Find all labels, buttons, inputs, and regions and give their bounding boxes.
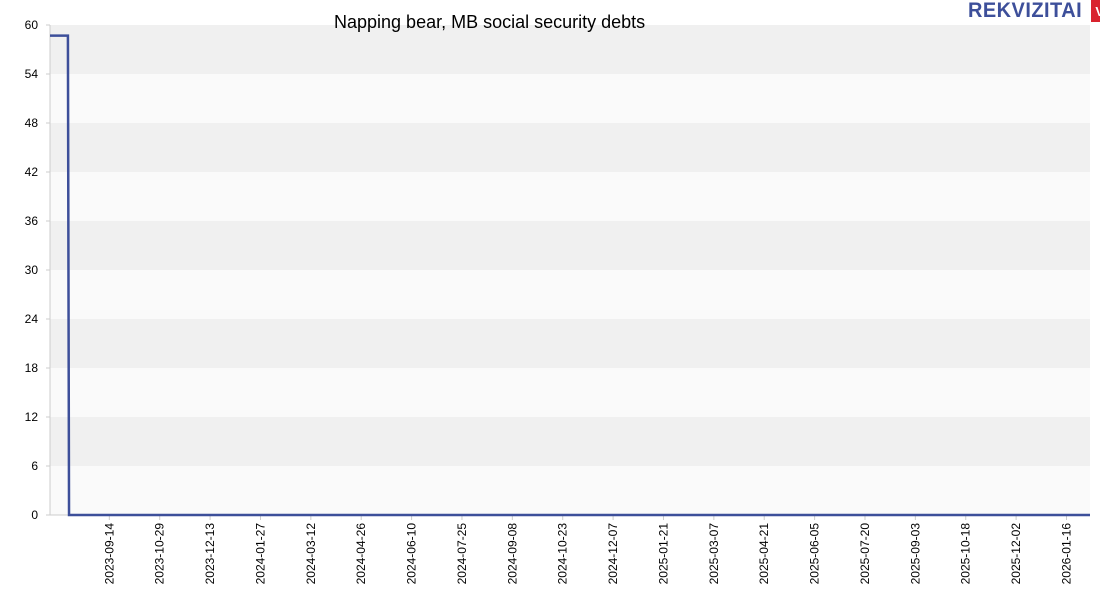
grid-band	[50, 123, 1090, 172]
x-tick-label: 2024-01-27	[253, 523, 267, 585]
y-tick-label: 12	[25, 410, 39, 424]
series-line	[50, 34, 1090, 517]
y-tick-label: 24	[25, 312, 39, 326]
x-tick-label: 2025-01-21	[656, 523, 670, 585]
x-tick-label: 2023-09-14	[102, 523, 116, 585]
x-tick-label: 2025-12-02	[1009, 523, 1023, 585]
x-tick-label: 2024-12-07	[606, 523, 620, 585]
y-tick-label: 36	[25, 214, 39, 228]
y-tick-label: 60	[25, 18, 39, 32]
x-tick-label: 2026-01-16	[1059, 523, 1073, 585]
grid-band	[50, 417, 1090, 466]
grid-band	[50, 221, 1090, 270]
x-tick-label: 2025-09-03	[908, 523, 922, 585]
x-tick-label: 2024-04-26	[354, 523, 368, 585]
grid-band	[50, 25, 1090, 74]
x-tick-label: 2024-06-10	[405, 523, 419, 585]
x-tick-label: 2025-03-07	[707, 523, 721, 585]
y-tick-label: 54	[25, 67, 39, 81]
y-tick-label: 42	[25, 165, 39, 179]
x-tick-label: 2025-06-05	[808, 523, 822, 585]
y-tick-label: 48	[25, 116, 39, 130]
y-tick-label: 0	[31, 508, 38, 522]
x-tick-label: 2024-03-12	[304, 523, 318, 585]
y-tick-label: 6	[31, 459, 38, 473]
y-tick-label: 30	[25, 263, 39, 277]
x-tick-label: 2023-12-13	[203, 523, 217, 585]
y-tick-label: 18	[25, 361, 39, 375]
x-tick-label: 2025-07-20	[858, 523, 872, 585]
grid-band	[50, 319, 1090, 368]
chart-title: Napping bear, MB social security debts	[334, 12, 646, 32]
x-tick-label: 2025-10-18	[959, 523, 973, 585]
x-tick-label: 2024-10-23	[556, 523, 570, 585]
brand-badge: VŽ	[1091, 0, 1100, 22]
brand-logo[interactable]: REKVIZITAI VŽ	[968, 0, 1100, 22]
x-tick-label: 2023-10-29	[153, 523, 167, 585]
x-tick-label: 2024-07-25	[455, 523, 469, 585]
x-tick-label: 2024-09-08	[505, 523, 519, 585]
brand-name: REKVIZITAI	[968, 0, 1083, 22]
x-tick-label: 2025-04-21	[757, 523, 771, 585]
